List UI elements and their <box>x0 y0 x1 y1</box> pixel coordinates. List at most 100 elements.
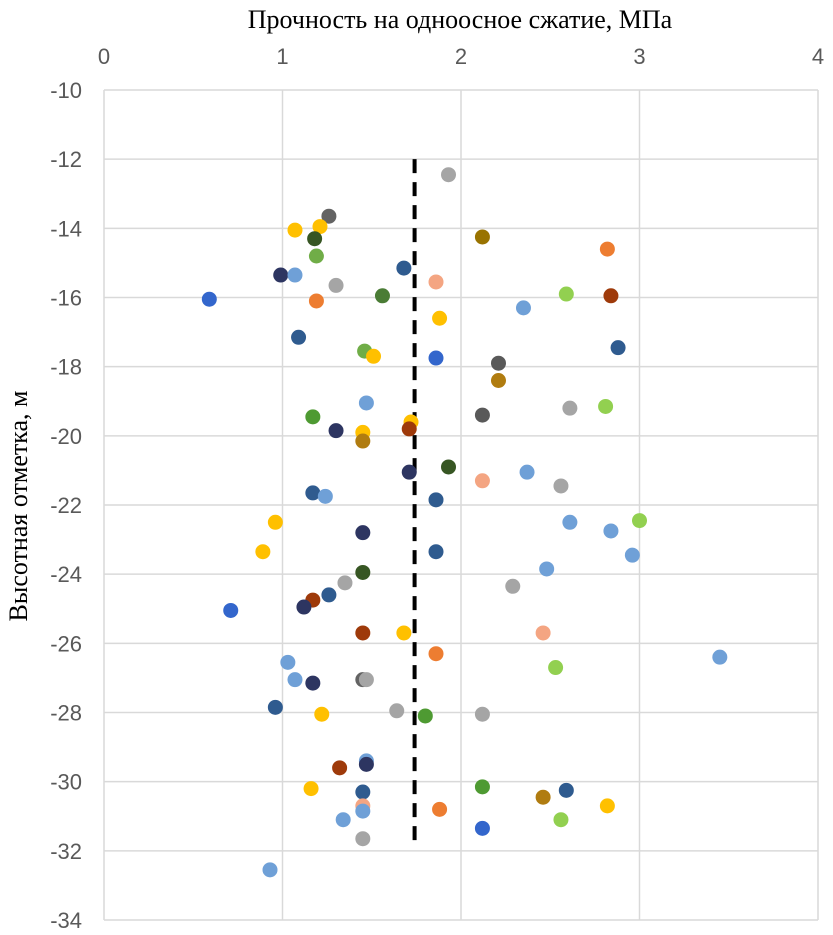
data-point <box>305 485 321 501</box>
data-point <box>291 329 307 345</box>
data-point <box>553 478 569 494</box>
y-tick-label: -30 <box>50 770 82 795</box>
data-point <box>287 672 303 688</box>
data-point <box>328 423 344 439</box>
data-point <box>519 464 535 480</box>
data-point <box>428 350 444 366</box>
data-point <box>355 564 371 580</box>
y-tick-label: -14 <box>50 216 82 241</box>
x-tick-label: 1 <box>276 44 288 69</box>
data-point <box>374 288 390 304</box>
y-tick-label: -24 <box>50 562 82 587</box>
data-point <box>287 222 303 238</box>
data-point <box>535 789 551 805</box>
y-tick-label: -34 <box>50 908 82 933</box>
data-point <box>432 310 448 326</box>
data-point <box>267 699 283 715</box>
data-point <box>428 274 444 290</box>
data-point <box>610 340 626 356</box>
data-point <box>632 513 647 529</box>
data-point <box>223 602 239 618</box>
data-point <box>358 395 374 411</box>
data-point <box>474 820 490 836</box>
data-point <box>201 291 217 307</box>
data-point <box>490 355 506 371</box>
data-point <box>624 547 640 563</box>
data-point <box>335 812 351 828</box>
data-point <box>474 473 490 489</box>
data-point <box>287 267 303 283</box>
data-point <box>401 421 417 437</box>
data-point <box>267 514 283 530</box>
data-point <box>358 756 374 772</box>
data-point <box>558 286 574 302</box>
data-point <box>712 649 728 665</box>
data-point <box>598 398 614 414</box>
data-point <box>317 488 333 504</box>
data-point <box>474 407 490 423</box>
y-tick-label: -32 <box>50 839 82 864</box>
data-point <box>428 492 444 508</box>
data-point <box>474 706 490 722</box>
y-tick-label: -28 <box>50 701 82 726</box>
data-point <box>355 831 371 847</box>
data-point <box>603 523 619 539</box>
y-axis-title: Высотная отметка, м <box>4 391 33 622</box>
data-point <box>599 241 615 257</box>
data-point <box>358 672 374 688</box>
y-tick-label: -22 <box>50 493 82 518</box>
x-tick-label: 2 <box>455 44 467 69</box>
x-tick-label: 0 <box>98 44 110 69</box>
data-point <box>490 373 506 388</box>
data-point <box>305 409 321 425</box>
x-tick-labels: 0 1 2 3 4 <box>98 44 824 69</box>
x-tick-label: 3 <box>633 44 645 69</box>
y-tick-label: -10 <box>50 78 82 103</box>
data-point <box>539 561 555 577</box>
data-point <box>562 400 578 416</box>
data-point <box>562 514 578 530</box>
data-point <box>308 248 324 264</box>
data-point <box>303 781 319 797</box>
data-point <box>355 625 371 641</box>
data-point <box>401 464 417 480</box>
y-tick-label: -26 <box>50 631 82 656</box>
data-point <box>332 760 348 776</box>
data-point <box>432 801 448 817</box>
data-point <box>321 208 337 224</box>
data-point <box>355 784 371 800</box>
data-point <box>396 625 412 641</box>
data-point <box>553 812 569 828</box>
data-point <box>255 544 271 560</box>
data-point <box>396 260 412 276</box>
y-tick-label: -18 <box>50 355 82 380</box>
data-point <box>280 654 296 670</box>
data-point <box>441 459 457 475</box>
data-point <box>428 646 444 662</box>
data-point <box>428 544 444 560</box>
data-point <box>535 625 551 641</box>
data-point <box>314 706 330 722</box>
data-point <box>558 782 574 798</box>
y-tick-label: -20 <box>50 424 82 449</box>
data-point <box>312 219 328 235</box>
y-tick-label: -16 <box>50 286 82 311</box>
data-points <box>201 167 728 878</box>
data-point <box>296 599 312 615</box>
data-point <box>515 300 531 316</box>
data-point <box>474 229 490 245</box>
data-point <box>355 525 371 541</box>
data-point <box>337 575 353 591</box>
x-tick-label: 4 <box>812 44 824 69</box>
data-point <box>355 433 371 449</box>
data-point <box>321 587 337 603</box>
data-point <box>417 708 433 724</box>
data-point <box>548 660 564 676</box>
data-point <box>599 798 615 814</box>
data-point <box>328 277 344 293</box>
y-tick-label: -12 <box>50 147 82 172</box>
data-point <box>305 675 321 691</box>
data-point <box>355 803 371 819</box>
data-point <box>273 267 289 283</box>
